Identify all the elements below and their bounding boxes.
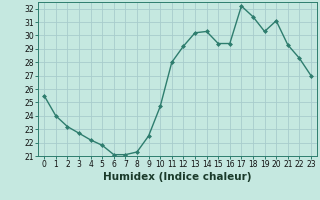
X-axis label: Humidex (Indice chaleur): Humidex (Indice chaleur): [103, 172, 252, 182]
